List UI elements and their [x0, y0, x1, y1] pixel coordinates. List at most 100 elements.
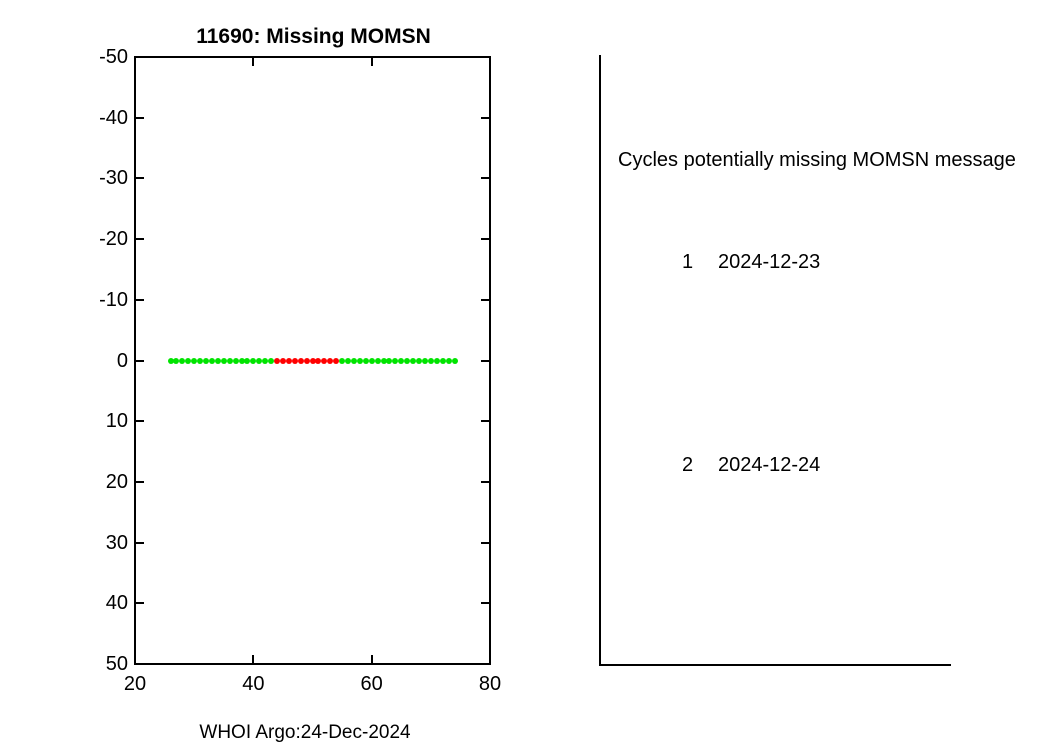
y-tick-right: [481, 56, 489, 58]
y-tick-right: [481, 359, 489, 362]
missing-cycle-row: 2 2024-12-24: [682, 453, 820, 477]
data-point-cycles-missing-momsn: [297, 357, 304, 364]
y-tick-left: [136, 420, 144, 423]
y-tick-left: [136, 541, 144, 544]
y-tick-left: [136, 602, 144, 605]
plot-area: [134, 56, 491, 665]
x-tick-label: 60: [360, 673, 383, 695]
x-tick-label: 20: [123, 673, 147, 695]
data-point-cycles-missing-momsn: [327, 357, 334, 364]
y-tick-right: [481, 420, 489, 423]
data-point-cycles-received: [250, 357, 257, 364]
data-point-cycles-received: [238, 357, 245, 364]
data-point-cycles-missing-momsn: [333, 357, 340, 364]
y-tick-label: -50: [99, 46, 128, 68]
cycle-date: 2024-12-23: [718, 251, 821, 273]
data-point-cycles-received: [433, 357, 440, 364]
cycle-number: 2: [682, 454, 694, 476]
y-tick-label: 0: [116, 349, 128, 372]
y-tick-label: -40: [99, 106, 128, 129]
data-point-cycles-received: [262, 357, 269, 364]
data-point-cycles-received: [339, 357, 346, 364]
x-tick-label: 80: [478, 673, 502, 695]
data-point-cycles-received: [220, 357, 227, 364]
data-point-cycles-received: [350, 357, 357, 364]
data-point-cycles-missing-momsn: [309, 357, 316, 364]
data-point-cycles-received: [179, 357, 186, 364]
data-point-cycles-received: [427, 357, 434, 364]
y-tick-left: [136, 56, 144, 58]
y-tick-right: [481, 602, 489, 605]
y-tick-label: 20: [105, 470, 128, 493]
data-point-cycles-received: [244, 357, 251, 364]
data-point-cycles-received: [445, 357, 452, 364]
chart-title: 11690: Missing MOMSN: [196, 25, 431, 48]
data-point-cycles-missing-momsn: [315, 357, 322, 364]
x-tick-top: [134, 58, 136, 66]
data-point-cycles-received: [214, 357, 221, 364]
y-tick-label: 30: [105, 531, 128, 554]
y-tick-left: [136, 359, 144, 362]
y-tick-left: [136, 663, 144, 665]
x-tick-bottom: [370, 655, 373, 663]
data-point-cycles-received: [185, 357, 192, 364]
y-tick-label: 50: [105, 653, 128, 675]
data-point-cycles-received: [392, 357, 399, 364]
y-tick-left: [136, 238, 144, 241]
y-tick-label: -10: [99, 288, 128, 311]
data-point-cycles-missing-momsn: [321, 357, 328, 364]
data-point-cycles-received: [451, 357, 458, 364]
data-point-cycles-received: [404, 357, 411, 364]
missing-cycles-header: Cycles potentially missing MOMSN message: [618, 149, 1016, 171]
data-point-cycles-received: [256, 357, 263, 364]
data-point-cycles-missing-momsn: [291, 357, 298, 364]
missing-cycle-row: 1 2024-12-23: [682, 250, 820, 274]
x-tick-top: [370, 58, 373, 66]
data-point-cycles-received: [208, 357, 215, 364]
data-point-cycles-received: [416, 357, 422, 364]
data-point-cycles-received: [203, 357, 209, 364]
y-tick-right: [481, 238, 489, 241]
y-tick-left: [136, 177, 144, 180]
data-point-cycles-received: [410, 357, 417, 364]
data-point-cycles-received: [345, 357, 351, 364]
x-tick-bottom: [489, 655, 491, 663]
y-tick-label: -20: [99, 228, 128, 251]
data-point-cycles-received: [368, 357, 375, 364]
data-point-cycles-received: [173, 357, 180, 364]
data-point-cycles-missing-momsn: [274, 357, 280, 364]
data-point-cycles-missing-momsn: [303, 357, 310, 364]
y-tick-left: [136, 480, 144, 483]
data-point-cycles-received: [226, 357, 233, 364]
data-point-cycles-received: [380, 357, 387, 364]
x-tick-top: [252, 58, 255, 66]
data-point-cycles-received: [362, 357, 369, 364]
data-point-cycles-received: [197, 357, 204, 364]
x-tick-label: 40: [242, 673, 265, 695]
y-tick-left: [136, 298, 144, 301]
x-tick-top: [489, 58, 491, 66]
data-point-cycles-missing-momsn: [279, 357, 286, 364]
data-point-cycles-received: [356, 357, 363, 364]
data-point-cycles-received: [268, 357, 275, 364]
y-tick-right: [481, 480, 489, 483]
y-tick-label: -30: [99, 167, 128, 190]
data-point-cycles-received: [167, 357, 174, 364]
cycle-date: 2024-12-24: [718, 454, 821, 476]
data-point-cycles-received: [398, 357, 405, 364]
footer-caption: WHOI Argo:24-Dec-2024: [199, 722, 411, 743]
y-tick-right: [481, 663, 489, 665]
data-point-cycles-received: [191, 357, 198, 364]
data-point-cycles-received: [374, 357, 381, 364]
cycle-number: 1: [682, 251, 694, 273]
x-tick-bottom: [134, 655, 136, 663]
right-panel-y-axis-line: [599, 55, 601, 666]
y-tick-right: [481, 298, 489, 301]
data-point-cycles-received: [386, 357, 393, 364]
y-tick-left: [136, 116, 144, 119]
x-tick-bottom: [252, 655, 255, 663]
data-point-cycles-missing-momsn: [285, 357, 292, 364]
data-point-cycles-received: [421, 357, 428, 364]
y-tick-right: [481, 116, 489, 119]
